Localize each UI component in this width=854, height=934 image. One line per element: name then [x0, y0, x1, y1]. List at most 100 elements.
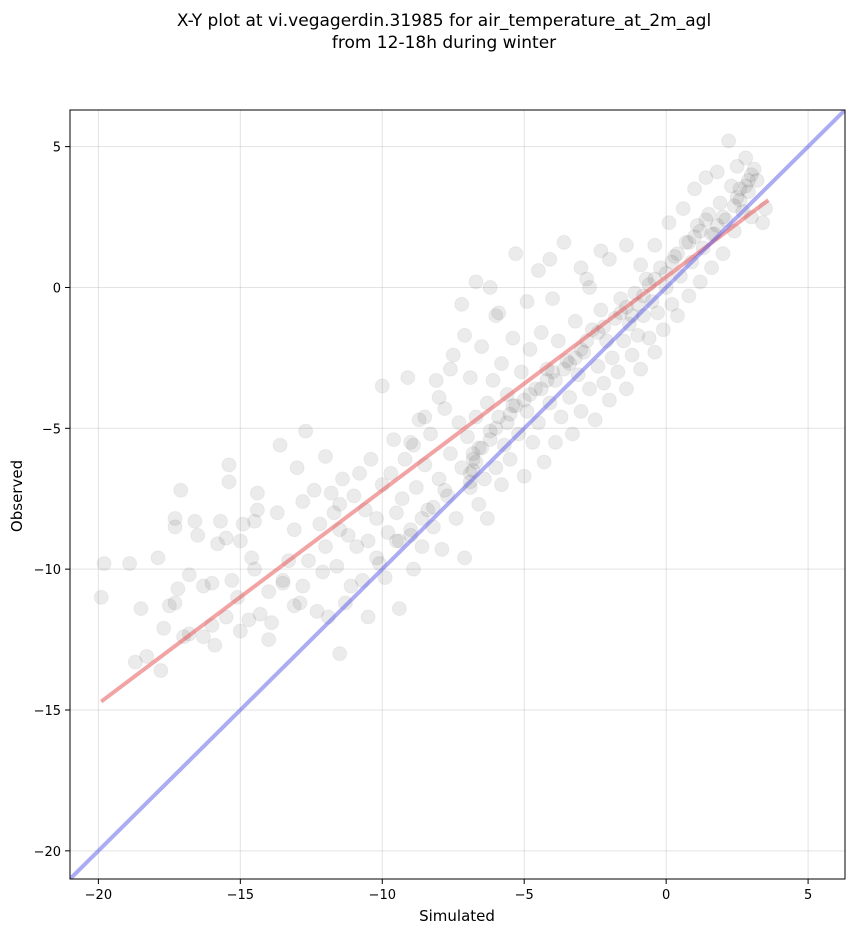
data-point — [249, 502, 265, 518]
data-point — [465, 451, 481, 467]
data-point — [562, 389, 578, 405]
data-point — [224, 572, 240, 588]
data-point — [689, 217, 705, 233]
data-point — [618, 381, 634, 397]
data-point — [218, 530, 234, 546]
data-point — [528, 381, 544, 397]
data-point — [556, 361, 572, 377]
data-point — [547, 372, 563, 388]
data-point — [133, 601, 149, 617]
data-point — [618, 237, 634, 253]
data-point — [474, 440, 490, 456]
data-point — [417, 409, 433, 425]
data-point — [630, 327, 646, 343]
data-point — [499, 415, 515, 431]
data-point — [633, 361, 649, 377]
data-point — [326, 505, 342, 521]
data-point — [505, 330, 521, 346]
data-point — [522, 341, 538, 357]
reference-lines — [70, 110, 845, 879]
x-tick-label: 5 — [804, 888, 812, 903]
data-point — [292, 595, 308, 611]
data-point — [448, 510, 464, 526]
data-point — [721, 133, 737, 149]
data-point — [363, 451, 379, 467]
data-point — [457, 550, 473, 566]
data-point — [468, 274, 484, 290]
data-point — [247, 513, 263, 529]
data-point — [275, 575, 291, 591]
data-point — [556, 234, 572, 250]
data-point — [732, 181, 748, 197]
data-point — [195, 629, 211, 645]
data-point — [411, 412, 427, 428]
data-point — [678, 234, 694, 250]
data-point — [454, 460, 470, 476]
data-point — [431, 389, 447, 405]
data-point — [545, 291, 561, 307]
data-point — [692, 274, 708, 290]
data-point — [388, 505, 404, 521]
data-point — [403, 522, 419, 538]
data-point — [252, 606, 268, 622]
data-point — [650, 305, 666, 321]
data-point — [664, 254, 680, 270]
data-point — [536, 454, 552, 470]
data-point — [633, 257, 649, 273]
data-point — [740, 172, 756, 188]
data-point — [726, 198, 742, 214]
data-point — [494, 477, 510, 493]
data-point — [286, 598, 302, 614]
data-point — [474, 339, 490, 355]
data-point — [423, 426, 439, 442]
data-point — [127, 654, 143, 670]
data-point — [468, 454, 484, 470]
data-point — [261, 584, 277, 600]
data-point — [122, 556, 138, 572]
data-point — [442, 446, 458, 462]
data-point — [567, 350, 583, 366]
data-point — [431, 471, 447, 487]
plot-frame — [69, 109, 846, 880]
data-point — [641, 330, 657, 346]
data-point — [397, 451, 413, 467]
data-point — [638, 271, 654, 287]
x-tick-label: −15 — [227, 888, 254, 903]
data-point — [241, 612, 257, 628]
data-point — [462, 370, 478, 386]
data-point — [369, 550, 385, 566]
data-point — [513, 364, 529, 380]
data-point — [681, 288, 697, 304]
data-point — [264, 615, 280, 631]
data-point — [505, 398, 521, 414]
data-point — [664, 296, 680, 312]
data-point — [488, 460, 504, 476]
data-point — [170, 581, 186, 597]
data-point — [275, 572, 291, 588]
data-point — [93, 589, 109, 605]
data-point — [405, 437, 421, 453]
data-point — [420, 502, 436, 518]
data-point — [232, 533, 248, 549]
data-point — [692, 223, 708, 239]
data-point — [545, 364, 561, 380]
data-point — [738, 178, 754, 194]
data-point — [579, 271, 595, 287]
data-point — [482, 279, 498, 295]
data-point — [249, 485, 265, 501]
data-point — [437, 482, 453, 498]
data-point — [582, 279, 598, 295]
data-point — [167, 519, 183, 535]
data-point — [317, 448, 333, 464]
data-point — [519, 403, 535, 419]
data-point — [494, 356, 510, 372]
data-point — [601, 251, 617, 267]
data-point — [593, 243, 609, 259]
data-point — [414, 539, 430, 555]
data-point — [323, 485, 339, 501]
data-point — [482, 432, 498, 448]
data-point — [604, 350, 620, 366]
data-point — [564, 426, 580, 442]
data-point — [587, 412, 603, 428]
data-point — [300, 553, 316, 569]
